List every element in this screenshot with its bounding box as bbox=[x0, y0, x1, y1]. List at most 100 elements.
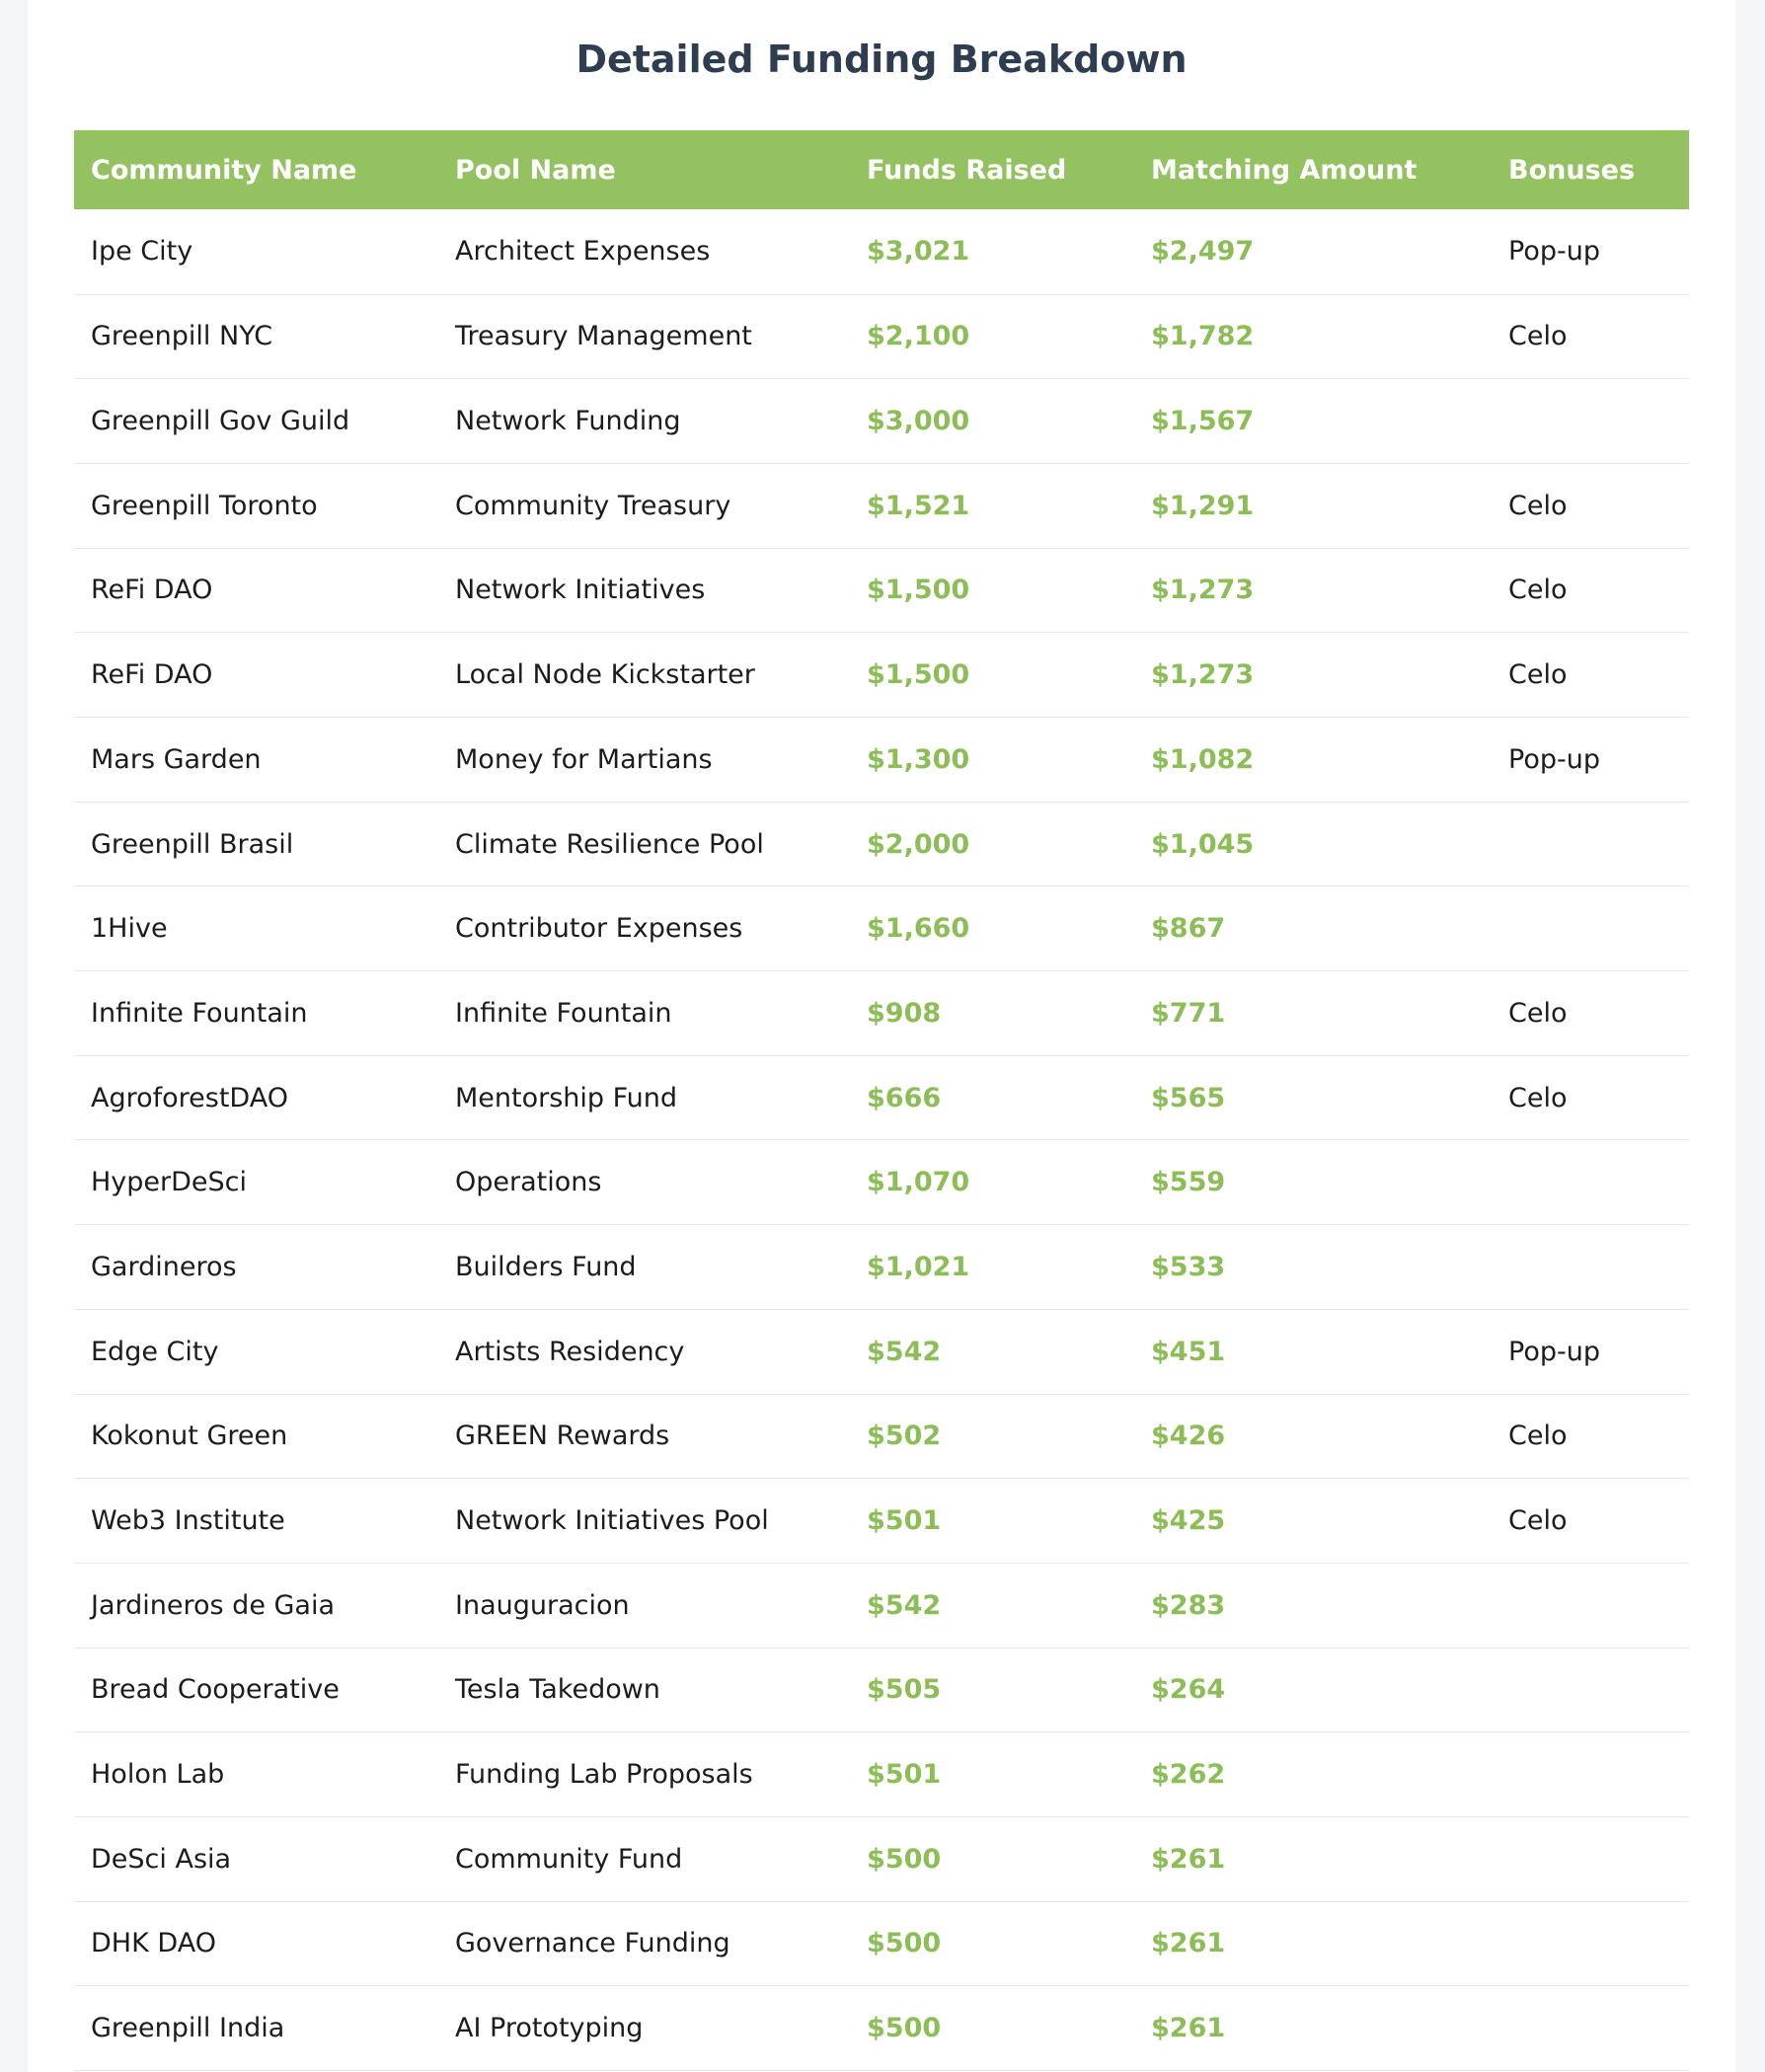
table-row: Bread Cooperative Tesla Takedown $505 $264 bbox=[74, 1648, 1689, 1733]
table-row: Greenpill NYC Treasury Management $2,100 $1… bbox=[74, 294, 1689, 380]
matching-amount-cell: $283 bbox=[1134, 1563, 1492, 1649]
community-name-cell: Greenpill Toronto bbox=[74, 463, 438, 549]
funds-raised-cell: $2,000 bbox=[850, 802, 1134, 887]
pool-name-cell: AI Prototyping bbox=[438, 1985, 850, 2072]
pool-name-cell: Funding Lab Proposals bbox=[438, 1731, 850, 1817]
community-name-cell: Jardineros de Gaia bbox=[74, 1563, 438, 1649]
bonus-cell: Celo bbox=[1492, 548, 1689, 634]
column-header-funds-raised: Funds Raised bbox=[850, 130, 1134, 210]
funds-raised-cell: $3,000 bbox=[850, 378, 1134, 464]
pool-name-cell: Local Node Kickstarter bbox=[438, 632, 850, 719]
table-row: DHK DAO Governance Funding $500 $261 bbox=[74, 1901, 1689, 1987]
community-name-cell: ReFi DAO bbox=[74, 548, 438, 634]
table-row: Greenpill Toronto Community Treasury $1,52… bbox=[74, 463, 1689, 549]
pool-name-cell: GREEN Rewards bbox=[438, 1394, 850, 1480]
community-name-cell: Kokonut Green bbox=[74, 1394, 438, 1480]
community-name-cell: HyperDeSci bbox=[74, 1139, 438, 1226]
header-row: Community Name Pool Name Funds Raised Ma… bbox=[74, 130, 1689, 210]
matching-amount-cell: $1,273 bbox=[1134, 632, 1492, 719]
pool-name-cell: Network Initiatives Pool bbox=[438, 1478, 850, 1564]
community-name-cell: AgroforestDAO bbox=[74, 1055, 438, 1141]
bonus-cell: Celo bbox=[1492, 970, 1689, 1056]
bonus-cell: Celo bbox=[1492, 294, 1689, 380]
table-row: Mars Garden Money for Martians $1,300 $1,08… bbox=[74, 717, 1689, 803]
matching-amount-cell: $451 bbox=[1134, 1309, 1492, 1395]
bonus-cell: Pop-up bbox=[1492, 1309, 1689, 1395]
matching-amount-cell: $2,497 bbox=[1134, 209, 1492, 295]
funds-raised-cell: $1,500 bbox=[850, 548, 1134, 634]
funds-raised-cell: $2,100 bbox=[850, 294, 1134, 380]
funds-raised-cell: $666 bbox=[850, 1055, 1134, 1141]
matching-amount-cell: $1,567 bbox=[1134, 378, 1492, 464]
funds-raised-cell: $542 bbox=[850, 1563, 1134, 1649]
pool-name-cell: Contributor Expenses bbox=[438, 885, 850, 972]
funding-report-card: Detailed Funding Breakdown Community Nam… bbox=[28, 0, 1735, 2072]
community-name-cell: Infinite Fountain bbox=[74, 970, 438, 1056]
pool-name-cell: Architect Expenses bbox=[438, 209, 850, 295]
funds-raised-cell: $500 bbox=[850, 1816, 1134, 1902]
bonus-cell bbox=[1492, 1139, 1689, 1226]
matching-amount-cell: $1,291 bbox=[1134, 463, 1492, 549]
community-name-cell: Gardineros bbox=[74, 1224, 438, 1310]
bonus-cell: Celo bbox=[1492, 632, 1689, 719]
community-name-cell: Ipe City bbox=[74, 209, 438, 295]
funds-raised-cell: $1,500 bbox=[850, 632, 1134, 719]
funds-raised-cell: $505 bbox=[850, 1648, 1134, 1733]
funds-raised-cell: $542 bbox=[850, 1309, 1134, 1395]
bonus-cell: Celo bbox=[1492, 1394, 1689, 1480]
matching-amount-cell: $771 bbox=[1134, 970, 1492, 1056]
bonus-cell bbox=[1492, 885, 1689, 972]
page-title: Detailed Funding Breakdown bbox=[576, 38, 1188, 81]
funds-raised-cell: $1,660 bbox=[850, 885, 1134, 972]
funds-raised-cell: $1,300 bbox=[850, 717, 1134, 803]
bonus-cell bbox=[1492, 1224, 1689, 1310]
community-name-cell: Greenpill Gov Guild bbox=[74, 378, 438, 464]
pool-name-cell: Community Fund bbox=[438, 1816, 850, 1902]
funds-raised-cell: $1,070 bbox=[850, 1139, 1134, 1226]
bonus-cell bbox=[1492, 1901, 1689, 1987]
matching-amount-cell: $559 bbox=[1134, 1139, 1492, 1226]
matching-amount-cell: $867 bbox=[1134, 885, 1492, 972]
matching-amount-cell: $1,045 bbox=[1134, 802, 1492, 887]
community-name-cell: ReFi DAO bbox=[74, 632, 438, 719]
bonus-cell: Pop-up bbox=[1492, 209, 1689, 295]
table-row: Web3 Institute Network Initiatives Pool $5… bbox=[74, 1478, 1689, 1564]
bonus-cell: Celo bbox=[1492, 1478, 1689, 1564]
pool-name-cell: Mentorship Fund bbox=[438, 1055, 850, 1141]
table-row: Greenpill Gov Guild Network Funding $3,000… bbox=[74, 378, 1689, 464]
community-name-cell: Edge City bbox=[74, 1309, 438, 1395]
funds-raised-cell: $500 bbox=[850, 1985, 1134, 2072]
table-row: Greenpill India AI Prototyping $500 $261 bbox=[74, 1985, 1689, 2072]
pool-name-cell: Governance Funding bbox=[438, 1901, 850, 1987]
pool-name-cell: Community Treasury bbox=[438, 463, 850, 549]
bonus-cell bbox=[1492, 802, 1689, 887]
bonus-cell bbox=[1492, 1563, 1689, 1649]
column-header-bonuses: Bonuses bbox=[1492, 130, 1689, 210]
funds-raised-cell: $3,021 bbox=[850, 209, 1134, 295]
matching-amount-cell: $565 bbox=[1134, 1055, 1492, 1141]
funds-raised-cell: $500 bbox=[850, 1901, 1134, 1987]
community-name-cell: Web3 Institute bbox=[74, 1478, 438, 1564]
pool-name-cell: Treasury Management bbox=[438, 294, 850, 380]
table-row: ReFi DAO Local Node Kickstarter $1,500 $1,2… bbox=[74, 632, 1689, 719]
matching-amount-cell: $261 bbox=[1134, 1816, 1492, 1902]
table-row: Jardineros de Gaia Inauguracion $542 $283 bbox=[74, 1563, 1689, 1649]
pool-name-cell: Builders Fund bbox=[438, 1224, 850, 1310]
matching-amount-cell: $264 bbox=[1134, 1648, 1492, 1733]
community-name-cell: Holon Lab bbox=[74, 1731, 438, 1817]
table-row: DeSci Asia Community Fund $500 $261 bbox=[74, 1816, 1689, 1902]
column-header-community-name: Community Name bbox=[74, 130, 438, 210]
community-name-cell: Greenpill NYC bbox=[74, 294, 438, 380]
bonus-cell bbox=[1492, 1731, 1689, 1817]
community-name-cell: DHK DAO bbox=[74, 1901, 438, 1987]
funds-raised-cell: $1,021 bbox=[850, 1224, 1134, 1310]
pool-name-cell: Network Funding bbox=[438, 378, 850, 464]
table-row: Kokonut Green GREEN Rewards $502 $426 Celo bbox=[74, 1394, 1689, 1480]
bonus-cell: Pop-up bbox=[1492, 717, 1689, 803]
table-row: Edge City Artists Residency $542 $451 Pop-up bbox=[74, 1309, 1689, 1395]
matching-amount-cell: $1,082 bbox=[1134, 717, 1492, 803]
funds-raised-cell: $908 bbox=[850, 970, 1134, 1056]
bonus-cell: Celo bbox=[1492, 463, 1689, 549]
funding-breakdown-table: Community Name Pool Name Funds Raised Ma… bbox=[74, 130, 1689, 2072]
community-name-cell: Mars Garden bbox=[74, 717, 438, 803]
